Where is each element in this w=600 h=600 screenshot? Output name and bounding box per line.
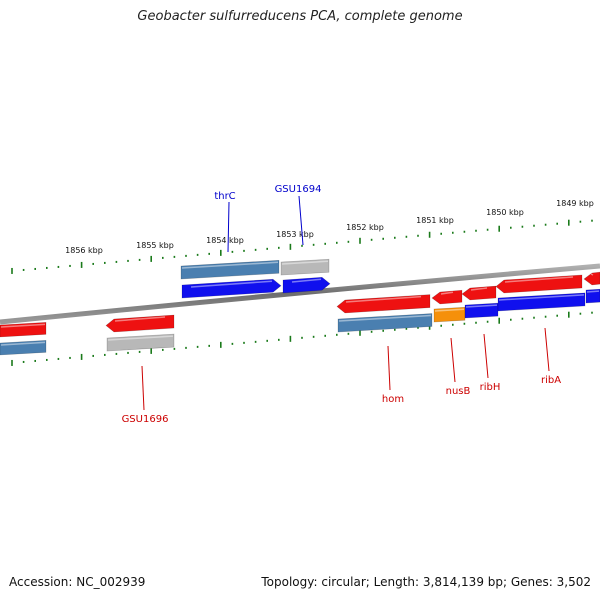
gene-right-blue — [585, 288, 600, 304]
gene-label-hom: hom — [382, 394, 404, 405]
gene-ribH — [464, 302, 499, 319]
gene-nusB-upper-highlight — [440, 291, 454, 295]
gene-labels: thrC GSU1694 GSU1696 hom nusB ribH ribA — [122, 184, 562, 425]
gene-ribA — [497, 292, 586, 312]
gene-ribH-highlight — [465, 304, 498, 308]
gene-hom — [336, 294, 431, 314]
scale-label: 1849 kbp — [556, 199, 594, 208]
gene-ribA-upper — [495, 274, 583, 294]
gene-right-red-highlight — [590, 273, 594, 276]
label-leader-ribH — [483, 333, 489, 379]
gene-features — [0, 258, 600, 356]
gene-thrC-highlight — [190, 280, 273, 288]
label-leader-hom — [387, 345, 391, 391]
genome-backbone — [0, 263, 600, 325]
gene-label-nusB: nusB — [446, 386, 471, 397]
gene-GSU1694-highlight — [291, 278, 322, 283]
label-leader-nusB — [450, 337, 456, 383]
gene-hom-highlight — [345, 295, 422, 303]
gene-GSU1694-upper — [280, 258, 330, 276]
gene-right-blue-highlight — [586, 290, 600, 293]
gene-GSU1696-lower-highlight — [107, 335, 174, 341]
label-leader-GSU1696 — [141, 365, 145, 411]
scale-label: 1852 kbp — [346, 223, 384, 232]
gene-thrC — [181, 278, 282, 299]
gene-GSU1696 — [105, 314, 175, 333]
gene-GSU1696-lower — [106, 333, 175, 352]
gene-nusB-upper — [431, 289, 463, 305]
gene-GSU1694-upper-highlight — [281, 260, 329, 265]
gene-ribH-upper — [461, 285, 497, 301]
gene-left-red — [0, 321, 47, 338]
label-leader-thrC — [227, 201, 230, 253]
gene-thrC-upper — [180, 259, 280, 280]
gene-GSU1696-highlight — [114, 316, 166, 322]
genome-stats-text: Topology: circular; Length: 3,814,139 bp… — [261, 575, 591, 589]
backbone-line — [0, 263, 600, 325]
gene-label-GSU1694: GSU1694 — [275, 184, 322, 195]
gene-hom-lower-highlight — [338, 314, 432, 322]
gene-label-ribH: ribH — [480, 382, 501, 393]
gene-nusB — [433, 306, 466, 323]
gene-ribA-upper-highlight — [504, 276, 574, 283]
scale-label: 1856 kbp — [65, 246, 103, 255]
label-leader-ribA — [544, 327, 550, 372]
gene-ribH-upper-highlight — [470, 287, 488, 291]
scale-label: 1850 kbp — [486, 208, 524, 217]
gene-label-thrC: thrC — [214, 191, 235, 202]
scale-ticks: 1856 kbp 1855 kbp 1854 kbp 1853 kbp 1852 kbp… — [11, 199, 594, 366]
gene-right-red — [583, 271, 600, 286]
gene-label-ribA: ribA — [541, 375, 561, 386]
scale-label: 1854 kbp — [206, 236, 244, 245]
gene-nusB-highlight — [434, 308, 465, 312]
gene-ribA-highlight — [498, 294, 585, 301]
gene-GSU1694 — [282, 276, 331, 294]
gene-hom-lower — [337, 313, 433, 333]
gene-left-steel — [0, 339, 47, 356]
label-leader-GSU1694 — [298, 195, 304, 246]
scale-label: 1851 kbp — [416, 216, 454, 225]
map-title: Geobacter sulfurreducens PCA, complete g… — [137, 9, 463, 24]
gene-left-steel-highlight — [0, 341, 46, 346]
accession-text: Accession: NC_002939 — [9, 575, 146, 589]
gene-thrC-upper-highlight — [181, 261, 279, 269]
scale-label: 1853 kbp — [276, 230, 314, 239]
scale-label: 1855 kbp — [136, 241, 174, 250]
gene-left-red-highlight — [0, 323, 46, 328]
gene-label-GSU1696: GSU1696 — [122, 414, 169, 425]
